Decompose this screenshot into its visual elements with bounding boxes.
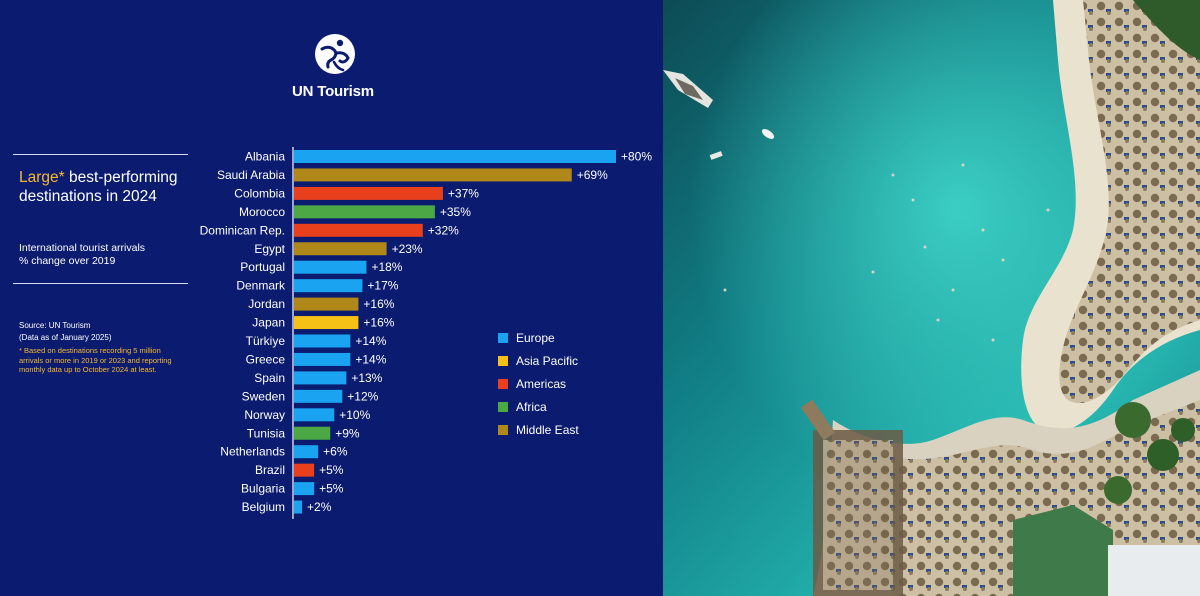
- value-label: +5%: [319, 463, 344, 477]
- footnote: * Based on destinations recording 5 mill…: [19, 346, 172, 374]
- bar: [294, 279, 363, 293]
- legend-label: Europe: [516, 330, 555, 345]
- bar: [294, 205, 435, 219]
- legend-swatch: [498, 332, 508, 343]
- title-highlight: Large*: [19, 169, 65, 186]
- bar: [294, 223, 423, 237]
- legend-item: Europe: [498, 326, 579, 349]
- aerial-beach-photo: [663, 0, 1200, 596]
- bar: [294, 500, 303, 514]
- value-label: +13%: [351, 371, 382, 385]
- bar: [294, 463, 315, 477]
- subtitle: International tourist arrivals % change …: [19, 242, 199, 268]
- category-label: Dominican Rep.: [200, 223, 285, 237]
- category-label: Egypt: [254, 242, 285, 256]
- category-label: Denmark: [236, 279, 286, 293]
- category-label: Türkiye: [246, 334, 286, 348]
- legend-item: Asia Pacific: [498, 349, 579, 372]
- brand-name: UN Tourism: [292, 83, 374, 100]
- source-note: Source: UN Tourism (Data as of January 2…: [19, 320, 112, 344]
- bar-chart: Albania +80% Saudi Arabia +69% Colombia +37% M…: [200, 147, 652, 519]
- category-label: Portugal: [240, 260, 285, 274]
- value-label: +80%: [621, 150, 652, 164]
- category-label: Morocco: [239, 205, 285, 219]
- bar: [294, 482, 315, 496]
- category-label: Brazil: [255, 463, 285, 477]
- category-label: Norway: [244, 408, 285, 422]
- bar: [294, 316, 359, 330]
- category-label: Spain: [254, 371, 285, 385]
- category-label: Belgium: [242, 500, 285, 514]
- value-label: +14%: [355, 334, 386, 348]
- page-title: Large* best-performing destinations in 2…: [19, 168, 199, 206]
- bar: [294, 150, 616, 163]
- value-label: +12%: [347, 389, 378, 403]
- value-label: +5%: [319, 482, 344, 496]
- bar: [294, 371, 347, 385]
- bar: [294, 445, 319, 459]
- legend-swatch: [498, 425, 508, 436]
- bar: [294, 408, 335, 422]
- legend-label: Middle East: [516, 423, 579, 438]
- value-label: +10%: [339, 408, 370, 422]
- value-label: +35%: [440, 205, 471, 219]
- category-label: Japan: [252, 316, 285, 330]
- value-label: +9%: [335, 426, 360, 440]
- bar: [294, 186, 443, 200]
- subtitle-line-2: % change over 2019: [19, 255, 116, 267]
- category-label: Colombia: [234, 186, 285, 200]
- legend-item: Middle East: [498, 419, 579, 442]
- category-label: Jordan: [248, 297, 285, 311]
- bar: [294, 168, 572, 182]
- bottom-divider: [13, 283, 188, 284]
- bar: [294, 297, 359, 311]
- value-label: +23%: [392, 242, 423, 256]
- source-line-2: (Data as of January 2025): [19, 333, 112, 342]
- value-label: +37%: [448, 186, 479, 200]
- beach-illustration: [663, 0, 1200, 596]
- category-label: Greece: [246, 352, 286, 366]
- value-label: +16%: [363, 316, 394, 330]
- title-text: best-performing destinations in 2024: [19, 169, 178, 205]
- value-label: +6%: [323, 445, 348, 459]
- value-label: +32%: [428, 223, 459, 237]
- legend-label: Asia Pacific: [516, 353, 579, 368]
- bar: [294, 334, 351, 348]
- legend-item: Americas: [498, 372, 579, 395]
- bar: [294, 352, 351, 366]
- bar: [294, 242, 387, 256]
- un-tourism-logo: [290, 32, 380, 81]
- category-label: Albania: [245, 150, 285, 164]
- subtitle-line-1: International tourist arrivals: [19, 242, 146, 254]
- value-label: +18%: [371, 260, 402, 274]
- value-label: +14%: [355, 352, 386, 366]
- legend-item: Africa: [498, 396, 579, 419]
- bar: [294, 260, 367, 274]
- legend-swatch: [498, 355, 508, 366]
- top-divider: [13, 154, 188, 155]
- legend-swatch: [498, 402, 508, 413]
- category-label: Sweden: [242, 389, 285, 403]
- value-label: +17%: [367, 279, 398, 293]
- value-label: +16%: [363, 297, 394, 311]
- chart-legend: Europe Asia Pacific Americas Africa Middle E…: [498, 326, 579, 442]
- legend-label: Africa: [516, 400, 547, 415]
- category-label: Bulgaria: [241, 482, 285, 496]
- legend-swatch: [498, 378, 508, 389]
- value-label: +69%: [577, 168, 608, 182]
- source-line-1: Source: UN Tourism: [19, 321, 91, 330]
- category-label: Netherlands: [220, 445, 285, 459]
- category-label: Tunisia: [247, 426, 286, 440]
- infographic-panel: UN Tourism Large* best-performing destin…: [13, 32, 653, 519]
- un-tourism-emblem-icon: [315, 34, 355, 74]
- bar: [294, 389, 343, 403]
- value-label: +2%: [307, 500, 332, 514]
- legend-label: Americas: [516, 376, 567, 391]
- category-label: Saudi Arabia: [217, 168, 285, 182]
- bar: [294, 426, 331, 440]
